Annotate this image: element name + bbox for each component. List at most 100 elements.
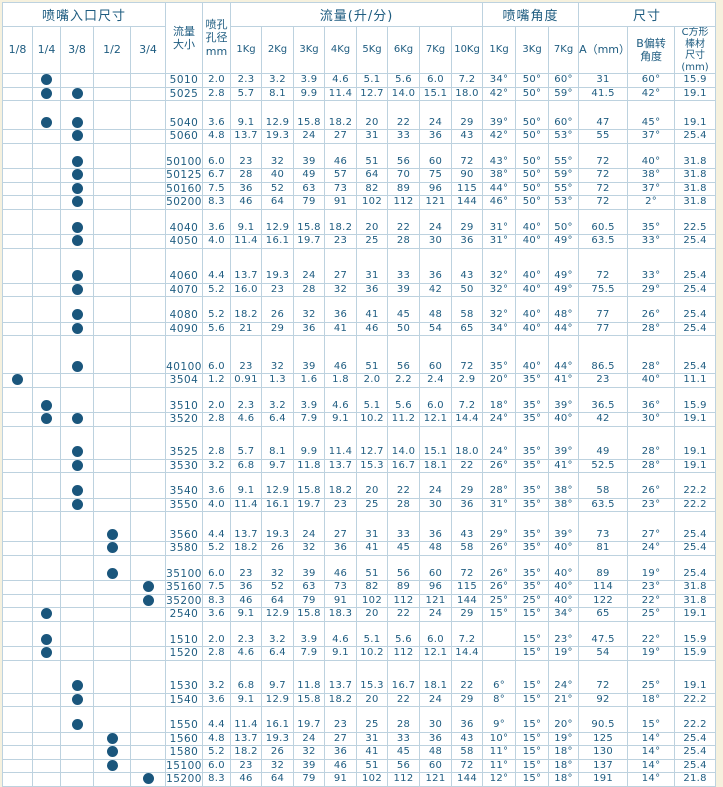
- angle-cell: 35°: [515, 567, 550, 581]
- spacer-cell: [451, 554, 484, 568]
- inlet-dot-cell: [32, 360, 61, 374]
- inlet-dot: [71, 322, 83, 334]
- angle-cell: 50°: [515, 155, 550, 169]
- flow-cell: 14.4: [451, 412, 484, 427]
- inlet-dot-cell: [32, 308, 61, 323]
- inlet-dot: [71, 459, 83, 471]
- spacer-cell: [482, 208, 517, 222]
- flow-cell: 89: [387, 181, 421, 196]
- inlet-dot-cell: [129, 758, 167, 773]
- inlet-dot-cell: [2, 593, 33, 608]
- spec-row: 50125 6.7 28 40 49 57 64 70 75 90 38° 50° 59° 72 38° 31…: [2, 168, 717, 183]
- spacer-cell: [60, 100, 94, 117]
- dim-a-cell: 72: [578, 155, 629, 169]
- row-group: 4060 4.4 13.7 19.3 24 27 31 33 36 43 32° 40° 49° 72 33…: [2, 247, 717, 297]
- spacer-cell: [515, 142, 550, 156]
- inlet-dot-cell: [2, 633, 33, 647]
- dim-a-cell: 47: [578, 116, 629, 130]
- inlet-dot-cell: [129, 168, 167, 183]
- angle-cell: 15°: [482, 607, 517, 622]
- inlet-dot-cell: [32, 399, 61, 413]
- spacer-cell: [548, 659, 580, 680]
- inlet-dot-cell: [60, 718, 94, 733]
- flow-cell: 29: [451, 607, 484, 622]
- orifice-cell: 6.0: [202, 567, 232, 581]
- row-group: 1510 2.0 2.3 3.2 3.9 4.6 5.1 5.6 6.0 7.2 15° 23° 47.…: [2, 620, 717, 661]
- flow-cell: 23: [230, 360, 263, 374]
- spacer-cell: [451, 247, 484, 270]
- orifice-cell: 4.4: [202, 528, 232, 542]
- flow-cell: 52: [261, 181, 295, 196]
- inlet-dot-cell: [32, 758, 61, 773]
- spacer-cell: [356, 659, 389, 680]
- spacer-cell: [324, 296, 358, 309]
- flow-cell: 29: [451, 116, 484, 130]
- spacer-cell: [627, 296, 676, 309]
- inlet-dot-cell: [2, 458, 33, 473]
- inlet-dot-cell: [129, 541, 167, 556]
- angle-cell: 40°: [515, 221, 550, 235]
- spacer-cell: [32, 511, 61, 529]
- spacer-cell: [515, 706, 550, 719]
- spacer-cell: [60, 706, 94, 719]
- dim-c-cell: 25.4: [674, 528, 717, 542]
- dim-b-cell: 28°: [627, 445, 676, 460]
- flow-cell: 75: [419, 168, 453, 183]
- angle-cell: 18°: [548, 758, 580, 773]
- model-cell: 5060: [165, 129, 204, 144]
- spacer-cell: [674, 620, 717, 634]
- spacer-cell: [202, 425, 232, 446]
- inlet-dot-cell: [32, 269, 61, 284]
- dim-a-cell: 72: [578, 269, 629, 284]
- table-header: 喷嘴入口尺寸 流量 大小 喷孔 孔径 mm 流量(升/分) 喷嘴角度 尺寸 1/…: [1, 2, 717, 74]
- flow-cell: 91: [324, 195, 358, 210]
- angle-cell: 40°: [515, 269, 550, 284]
- flow-cell: 72: [451, 155, 484, 169]
- spec-row: 4060 4.4 13.7 19.3 24 27 31 33 36 43 32° 40° 49° 72 33…: [2, 269, 717, 284]
- inlet-dot-cell: [60, 745, 94, 760]
- flow-cell: 36: [324, 745, 358, 760]
- inlet-dot-cell: [2, 692, 33, 707]
- angle-cell: 40°: [548, 580, 580, 595]
- spacer-cell: [674, 511, 717, 529]
- spec-row: 1560 4.8 13.7 19.3 24 27 31 33 36 43 10° 15° 19° 125 1…: [2, 731, 717, 746]
- spec-row: 1540 3.6 9.1 12.9 15.8 18.2 20 22 24 29 8° 15° 21° 92…: [2, 692, 717, 707]
- inlet-dot-cell: [60, 373, 94, 388]
- orifice-cell: 4.0: [202, 234, 232, 249]
- angle-cell: 50°: [515, 181, 550, 196]
- spacer-cell: [293, 554, 326, 568]
- model-cell: 3580: [165, 541, 204, 556]
- flow-cell: 45: [387, 541, 421, 556]
- dim-a-cell: 114: [578, 580, 629, 595]
- flow-cell: 18.2: [230, 745, 263, 760]
- spacer-cell: [202, 296, 232, 309]
- orifice-cell: 3.6: [202, 484, 232, 499]
- flow-cell: 12.1: [419, 646, 453, 661]
- flow-cell: 102: [356, 772, 389, 787]
- flow-cell: 1.6: [293, 373, 326, 388]
- spec-row: 5010 2.0 2.3 3.2 3.9 4.6 5.1 5.6 6.0 7.2 34° 50° 60°…: [2, 73, 717, 88]
- inlet-dot-cell: [60, 772, 94, 787]
- flow-cell: 14.0: [387, 86, 421, 101]
- flow-cell: 91: [324, 772, 358, 787]
- flow-cell: 43: [451, 731, 484, 746]
- spacer-cell: [515, 386, 550, 400]
- flow-cell: 14.0: [387, 445, 421, 460]
- flow-cell: 2.9: [451, 373, 484, 388]
- spacer-cell: [578, 335, 629, 361]
- angle-cell: 19°: [548, 646, 580, 661]
- spacer-cell: [93, 472, 131, 485]
- flow-cell: 16.0: [230, 282, 263, 297]
- flow-cell: 115: [451, 580, 484, 595]
- dim-b-cell: 23°: [627, 497, 676, 512]
- flow-cell: 5.6: [387, 73, 421, 88]
- inlet-dot-cell: [32, 129, 61, 144]
- inlet-dot-cell: [2, 308, 33, 323]
- flow-cell: 15.1: [419, 86, 453, 101]
- spacer-cell: [482, 100, 517, 117]
- flow-cell: 28: [293, 282, 326, 297]
- spec-row: 3520 2.8 4.6 6.4 7.9 9.1 10.2 11.2 12.1 14.4 24° 35…: [2, 412, 717, 427]
- flow-cell: 18.2: [324, 116, 358, 130]
- inlet-dot-cell: [60, 269, 94, 284]
- orifice-cell: 2.8: [202, 445, 232, 460]
